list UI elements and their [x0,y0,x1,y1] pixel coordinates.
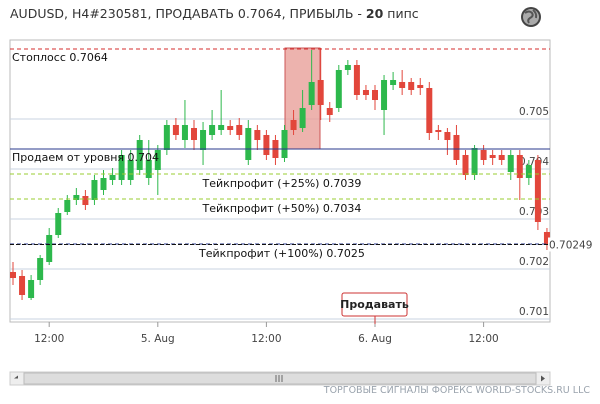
y-tick-label: 0.704 [519,156,549,168]
candle-body [317,80,324,105]
candle-body [372,90,378,100]
candle-body [200,130,207,150]
candle-body [209,125,216,135]
candle-body [236,125,243,135]
candle-body [82,196,89,205]
candle-body [444,132,451,140]
candle-body [172,125,179,135]
chart-title: AUDUSD, H4#230581, ПРОДАВАТЬ 0.7064, ПРИ… [10,6,419,21]
candle-body [489,155,496,158]
candle-body [163,125,170,150]
title-text: AUDUSD, H4#230581, ПРОДАВАТЬ 0.7064, ПРИ… [10,6,366,21]
candle-body [290,120,297,130]
x-tick-label: 5. Aug [141,333,175,345]
candle-body [426,88,433,133]
candle-body [55,213,62,235]
candle-body [100,178,107,190]
title-pips: 20 [366,6,384,21]
candle-body [28,280,35,298]
scrollbar[interactable] [9,371,551,386]
candle-body [362,90,369,95]
candle-body [543,232,550,244]
candle-body [399,82,406,88]
candle-body [154,150,161,170]
candle-body [417,85,424,88]
candle-body [64,200,71,212]
x-tick-label: 6. Aug [358,333,392,345]
candle-body [390,80,397,85]
candle-body [308,82,315,105]
candle-body [19,276,26,295]
candle-body [263,135,270,155]
candle-body [344,65,351,70]
candle-body [534,160,541,222]
level-label: Тейкпрофит (+50%) 0.7034 [202,202,362,215]
candle-body [507,155,514,172]
candle-body [525,165,532,178]
candle-body [245,128,252,160]
level-label: Тейкпрофит (+25%) 0.7039 [202,177,362,190]
y-tick-label: 0.702 [519,256,549,268]
candle-body [181,125,188,140]
candle-body [46,235,53,262]
x-tick-label: 12:00 [468,333,498,345]
candle-body [435,130,442,132]
candle-body [471,148,478,175]
x-tick-label: 12:00 [251,333,281,345]
sell-button-label[interactable]: Продавать [340,298,409,311]
candle-body [254,130,261,140]
candle-body [335,70,342,108]
candle-body [109,175,116,180]
sell-button[interactable] [341,292,408,317]
candle-body [480,150,487,160]
level-label: Продаем от уровня 0.704 [12,151,159,164]
candle-body [145,160,152,178]
candle-body [462,155,469,175]
candle-body [408,82,415,90]
candle-body [453,135,460,160]
candle-body [381,80,388,110]
level-label: Тейкпрофит (+100%) 0.7025 [198,247,365,260]
candle-body [326,108,333,115]
candle-body [91,180,98,200]
candle-body [118,155,125,180]
plot-area [9,39,551,323]
candle-body [136,140,143,170]
candle-body [516,155,523,178]
candle-body [37,258,44,280]
title-unit: пипс [383,6,418,21]
candle-body [127,160,134,180]
candle-body [299,108,306,128]
candle-body [227,126,234,130]
candle-body [10,272,16,278]
candle-body [218,125,225,130]
candle-body [498,155,505,160]
y-tick-label: 0.705 [519,106,549,118]
footer: ТОРГОВЫЕ СИГНАЛЫ ФОРЕКС WORLD-STOCKS.RU … [323,385,591,396]
current-price-box [548,237,600,252]
candle-body [281,130,288,158]
y-tick-label: 0.703 [519,206,549,218]
current-price-label: 0.70249 [549,240,592,252]
candle-body [73,195,80,200]
candle-body [191,128,197,140]
level-label: Стоплосс 0.7064 [12,51,108,64]
x-tick-label: 12:00 [34,333,64,345]
globe-icon[interactable] [521,7,541,27]
candle-body [353,65,360,95]
y-tick-label: 0.701 [519,306,549,318]
